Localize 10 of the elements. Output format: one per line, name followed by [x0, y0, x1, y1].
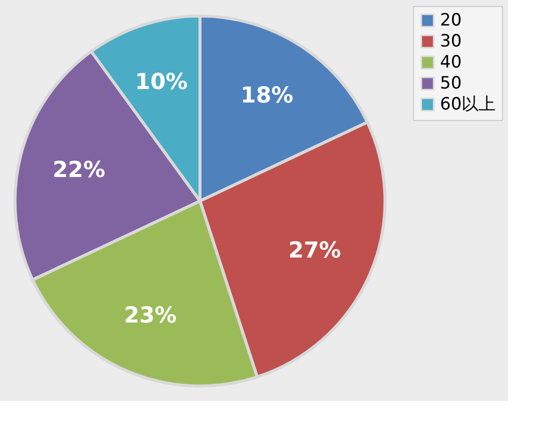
- data-label: 27%: [288, 238, 342, 264]
- data-label: 10%: [135, 70, 188, 96]
- legend-label: 50: [440, 74, 462, 94]
- legend-label: 60以上: [440, 94, 496, 114]
- legend-label: 40: [440, 52, 462, 72]
- data-label: 18%: [240, 83, 294, 108]
- data-label: 23%: [124, 304, 177, 329]
- legend-label: 30: [440, 32, 462, 52]
- legend-label: 20: [440, 10, 462, 30]
- data-label: 22%: [52, 158, 106, 183]
